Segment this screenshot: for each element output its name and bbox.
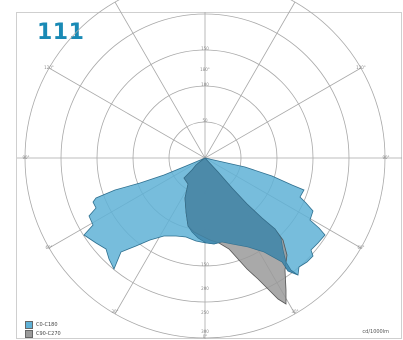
angle-label-upper-right: 120° <box>356 65 366 70</box>
ring-label-300-bottom: 300 <box>201 329 209 334</box>
curve-overlap <box>183 157 299 276</box>
angle-label-top: 180° <box>200 67 210 72</box>
legend: C0-C180 C90-C270 <box>25 320 61 338</box>
ring-label-150-top: 150 <box>201 46 209 51</box>
angle-label-bottom-left: 30° <box>111 309 118 314</box>
unit-label: cd/1000lm <box>362 329 389 335</box>
ring-label-150-bottom: 150 <box>201 262 209 267</box>
legend-item-c0-c180: C0-C180 <box>25 320 61 329</box>
legend-swatch-c0-c180 <box>25 320 33 329</box>
legend-label-c90-c270: C90-C270 <box>36 330 61 337</box>
angle-label-bottom-right: 30° <box>291 309 298 314</box>
angle-label-bottom: 0° <box>203 334 208 339</box>
angle-label-right: 90° <box>382 155 389 160</box>
legend-swatch-c90-c270 <box>25 329 33 338</box>
legend-item-c90-c270: C90-C270 <box>25 329 61 338</box>
ring-label-250-bottom: 250 <box>201 310 209 315</box>
legend-label-c0-c180: C0-C180 <box>36 321 58 328</box>
angle-label-lower-left: 60° <box>45 245 52 250</box>
ring-label-200-bottom: 200 <box>201 286 209 291</box>
angle-label-left: 90° <box>22 155 29 160</box>
angle-label-upper-left: 120° <box>44 65 54 70</box>
angle-label-lower-right: 60° <box>357 245 364 250</box>
ring-label-100-top: 100 <box>201 82 209 87</box>
ring-label-50-top: 50 <box>202 118 208 123</box>
